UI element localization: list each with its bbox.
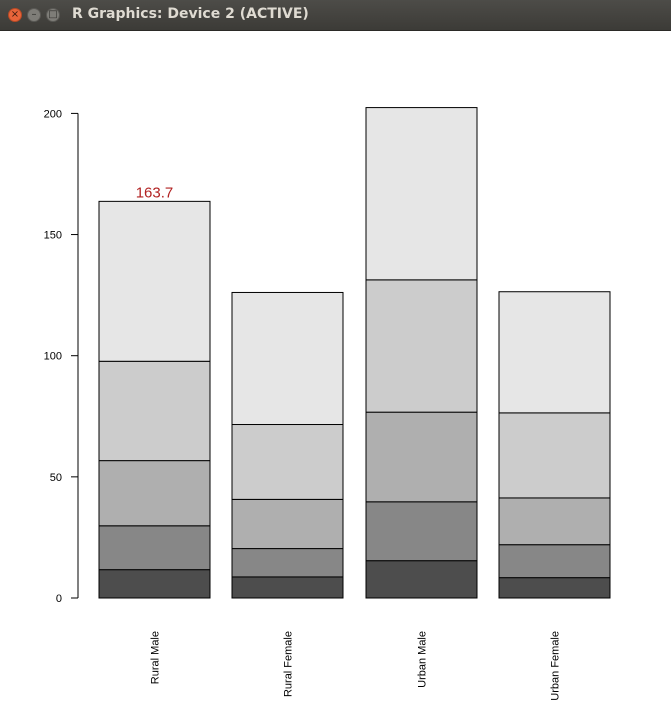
x-category-label: Rural Female [283,631,295,697]
bar-segment-2 [498,544,611,579]
close-window-button[interactable]: × [8,8,22,22]
bar-segment-3 [498,497,611,546]
bar-total-annotation: 163.7 [136,184,174,201]
bar-segment-2 [98,525,211,571]
x-category-label: Urban Female [550,631,562,701]
bar-segment-4 [98,360,211,462]
title-bar: × – □ R Graphics: Device 2 (ACTIVE) [0,0,671,31]
close-icon: × [10,9,20,20]
bar-segment-2 [231,548,344,578]
minimize-window-button[interactable]: – [27,8,41,22]
stacked-bar-chart: 0 50 100 150 200 Rural Male Rural Female Urban … [44,107,611,701]
y-tick-label: 0 [56,593,62,605]
x-category-label: Urban Male [417,631,429,688]
maximize-icon: □ [48,9,58,20]
plot-area: 0 50 100 150 200 Rural Male Rural Female Urban … [0,31,671,701]
y-tick-label: 100 [44,351,62,363]
bar-segment-1 [98,569,211,599]
bar-segment-3 [365,411,478,503]
bar-segment-3 [231,498,344,550]
bar-segment-5 [98,200,211,362]
bar-segment-4 [498,412,611,499]
bar-segment-1 [231,576,344,599]
y-tick-label: 200 [44,108,62,120]
x-category-label: Rural Male [150,631,162,684]
bar-segment-5 [498,291,611,414]
maximize-window-button[interactable]: □ [46,8,60,22]
bar-segment-2 [365,501,478,562]
bar-segment-5 [365,107,478,281]
y-tick-label: 50 [50,472,62,484]
y-tick-label: 150 [44,230,62,242]
bar-segment-1 [498,577,611,599]
bar-segment-4 [365,279,478,413]
bar-segment-5 [231,291,344,426]
window-title: R Graphics: Device 2 (ACTIVE) [72,6,309,22]
bar-segment-1 [365,560,478,599]
bar-segment-3 [98,460,211,527]
bar-segment-4 [231,424,344,500]
minimize-icon: – [31,9,37,20]
